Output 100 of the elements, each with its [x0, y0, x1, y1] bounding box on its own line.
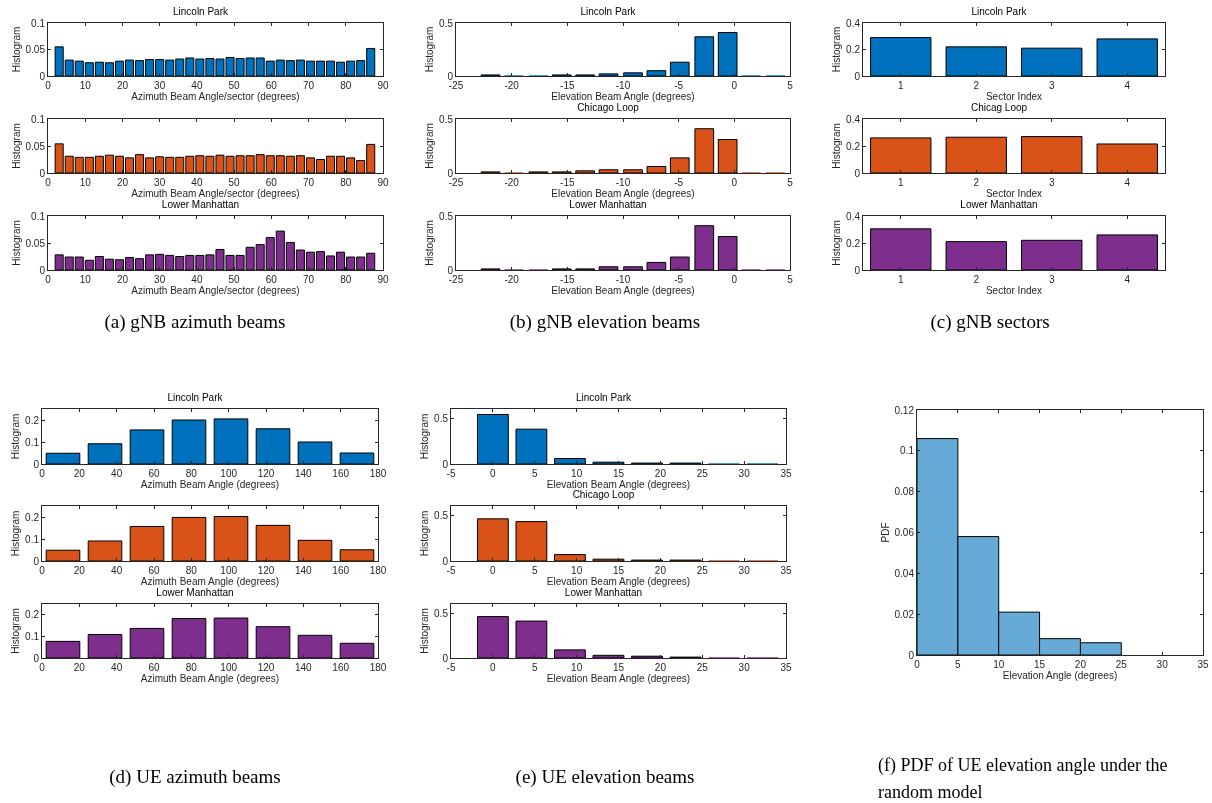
y-tick-label: 0 — [447, 167, 454, 179]
x-axis-title: Elevation Beam Angle (degrees) — [546, 479, 691, 490]
bar — [646, 166, 667, 173]
x-tick-label: 30 — [154, 80, 166, 91]
chart-title: Chicago Loop — [572, 489, 635, 500]
y-tick-label: 0.4 — [846, 113, 861, 125]
chart-title: Lower Manhattan — [156, 587, 234, 598]
bar — [669, 256, 690, 270]
x-axis-title: Sector Index — [985, 187, 1043, 199]
x-tick-label: -5 — [674, 80, 684, 91]
bar — [1096, 143, 1158, 173]
y-tick-label: 0 — [33, 555, 40, 567]
bar — [339, 549, 375, 561]
bar — [87, 443, 123, 464]
x-axis-title: Azimuth Beam Angle/sector (degrees) — [131, 285, 300, 296]
bar — [213, 418, 249, 464]
bar — [1021, 47, 1083, 76]
bar — [1021, 136, 1083, 173]
y-axis-title: Histogram — [831, 220, 843, 266]
y-tick-label: 0.04 — [894, 567, 915, 579]
y-tick-label: 0.2 — [25, 511, 40, 523]
x-tick-label: 30 — [738, 468, 751, 479]
bar — [87, 633, 123, 658]
x-tick-label: 90 — [377, 274, 389, 285]
x-axis-title: Elevation Beam Angle (degrees) — [551, 285, 695, 296]
y-tick-label: 0.1 — [31, 210, 46, 222]
bar — [717, 32, 738, 76]
x-tick-label: 80 — [185, 565, 198, 576]
bar — [575, 170, 595, 173]
y-tick-label: 0.5 — [439, 113, 454, 125]
text: (c) gNB sectors — [929, 310, 1051, 334]
x-tick-label: -5 — [446, 468, 456, 479]
x-tick-label: 5 — [787, 274, 794, 285]
x-tick-label: 20 — [654, 565, 667, 576]
y-axis-title: Histogram — [424, 26, 436, 73]
bar — [476, 414, 509, 464]
y-axis-title: Histogram — [419, 608, 431, 654]
bar — [717, 139, 738, 173]
x-tick-label: -5 — [674, 274, 684, 285]
x-tick-label: 35 — [780, 468, 792, 479]
chart-title: Chicag Loop — [970, 102, 1028, 113]
x-tick-label: 15 — [612, 468, 625, 479]
x-tick-label: 5 — [531, 662, 538, 673]
chart-title: Lincoln Park — [575, 392, 633, 403]
x-tick-label: 120 — [257, 565, 275, 576]
x-tick-label: 40 — [111, 468, 123, 479]
x-tick-label: 20 — [73, 662, 86, 673]
x-tick-label: 10 — [79, 274, 92, 285]
chart-title: Lower Manhattan — [569, 199, 647, 210]
x-tick-label: 40 — [111, 565, 123, 576]
bar — [255, 524, 291, 561]
y-axis-title: Histogram — [10, 510, 22, 557]
x-tick-label: 10 — [79, 177, 92, 188]
x-tick-label: 30 — [154, 177, 166, 188]
x-tick-label: 50 — [228, 177, 241, 188]
bar — [171, 516, 207, 561]
bar — [554, 458, 586, 464]
y-tick-label: 0 — [39, 264, 46, 276]
x-tick-label: 4 — [1124, 80, 1131, 91]
x-tick-label: 10 — [79, 80, 92, 91]
y-tick-label: 0.1 — [25, 533, 40, 545]
chart-title: Chicago Loop — [577, 102, 640, 113]
x-tick-label: 0 — [490, 468, 497, 479]
y-tick-label: 0.4 — [846, 210, 861, 222]
x-tick-label: 80 — [340, 80, 352, 91]
x-tick-label: -10 — [615, 80, 631, 91]
y-tick-label: 0.5 — [439, 210, 454, 222]
text: (b) gNB elevation beams — [508, 310, 702, 334]
bar — [255, 428, 291, 464]
x-tick-label: 80 — [340, 177, 352, 188]
y-axis-title: PDF — [879, 522, 891, 543]
bar — [213, 617, 249, 658]
text: (d) UE azimuth beams — [108, 765, 282, 789]
bar — [87, 540, 123, 561]
y-tick-label: 0 — [447, 264, 454, 276]
y-tick-label: 0 — [442, 555, 449, 567]
x-axis-title: Elevation Beam Angle (degrees) — [546, 576, 691, 587]
y-tick-label: 0.5 — [439, 17, 454, 29]
x-tick-label: 20 — [116, 274, 129, 285]
x-tick-label: 140 — [294, 468, 313, 479]
y-tick-label: 0.1 — [31, 17, 46, 29]
bar — [129, 525, 165, 561]
y-tick-label: 0.5 — [434, 412, 449, 424]
y-tick-label: 0.06 — [894, 527, 915, 538]
bar — [45, 452, 81, 464]
x-tick-label: -20 — [504, 80, 520, 91]
y-tick-label: 0.1 — [31, 113, 46, 125]
y-tick-label: 0 — [908, 649, 915, 661]
x-axis-title: Elevation Beam Angle (degrees) — [546, 673, 691, 684]
x-tick-label: 15 — [612, 565, 625, 576]
bar — [554, 649, 586, 658]
bar — [1021, 239, 1083, 270]
chart-title: Lower Manhattan — [161, 199, 240, 210]
y-axis-title: Histogram — [10, 26, 22, 73]
x-tick-label: 60 — [265, 274, 278, 285]
x-tick-label: 0 — [731, 80, 738, 91]
x-tick-label: -15 — [560, 274, 575, 285]
bar — [1096, 234, 1158, 270]
x-tick-label: 80 — [340, 274, 352, 285]
x-tick-label: 30 — [738, 662, 751, 673]
